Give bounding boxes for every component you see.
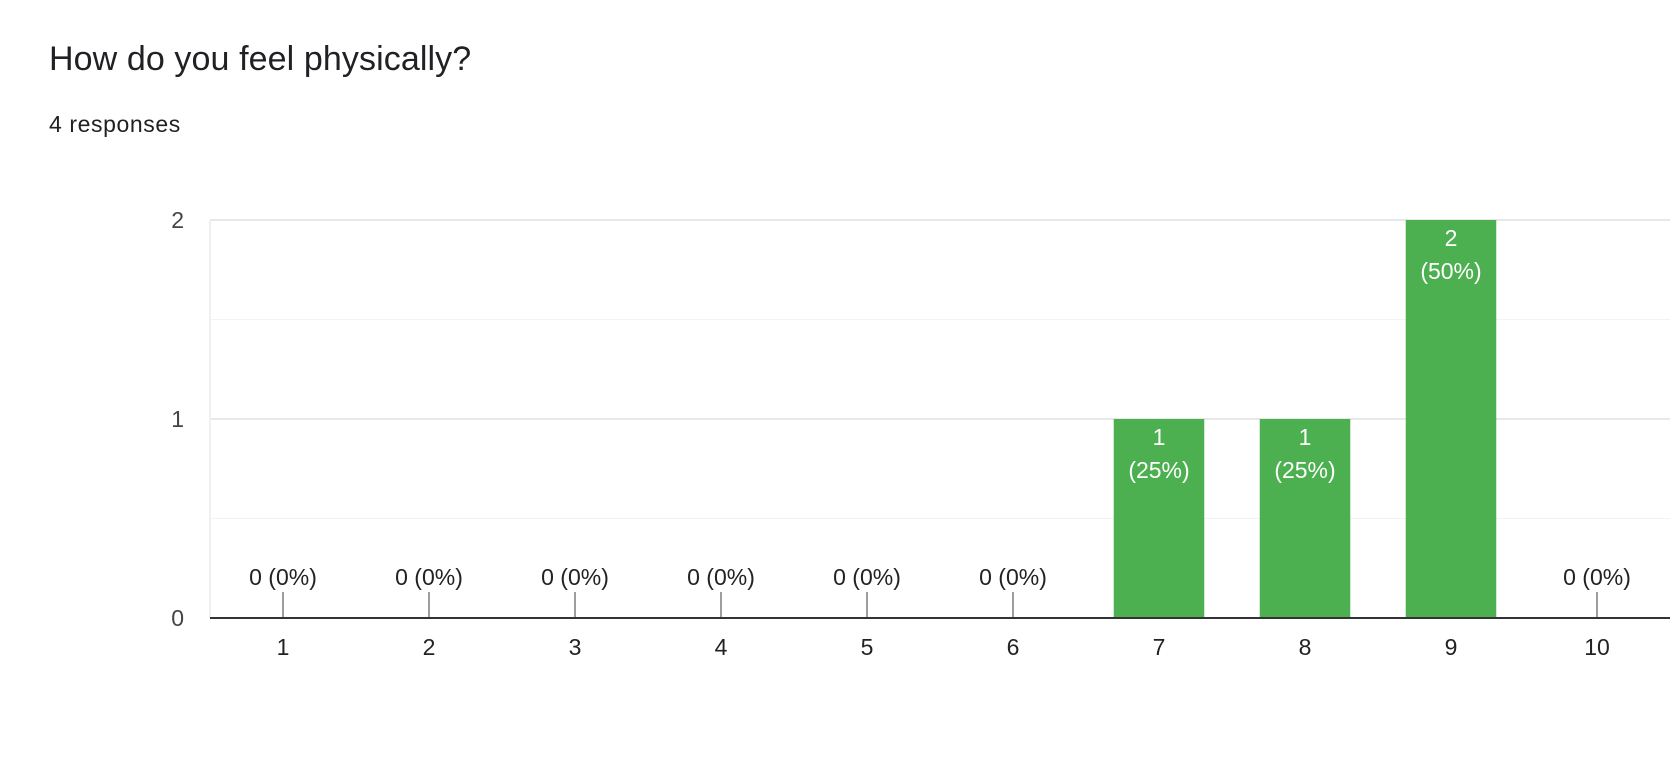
x-tick-label: 5 — [861, 634, 874, 660]
bar-percent-label: (25%) — [1128, 457, 1189, 483]
y-axis-ticks: 0 1 2 — [171, 207, 184, 631]
x-tick-label: 10 — [1584, 634, 1610, 660]
x-tick-label: 6 — [1007, 634, 1020, 660]
bar-value-label: 0 (0%) — [395, 564, 463, 590]
bar-value-label: 0 (0%) — [1563, 564, 1631, 590]
bar-percent-label: (25%) — [1274, 457, 1335, 483]
x-tick-label: 3 — [569, 634, 582, 660]
x-tick-label: 1 — [277, 634, 290, 660]
bars — [282, 220, 1598, 618]
x-tick-label: 4 — [715, 634, 728, 660]
bar-value-label: 0 (0%) — [249, 564, 317, 590]
bar-percent-label: (50%) — [1420, 258, 1481, 284]
x-tick-label: 9 — [1445, 634, 1458, 660]
x-tick-label: 8 — [1299, 634, 1312, 660]
bar[interactable] — [1405, 220, 1497, 618]
y-tick-label: 2 — [171, 207, 184, 233]
data-labels: 0 (0%) 0 (0%) 0 (0%) 0 (0%) 0 (0%) 0 (0%) 1 (25… — [249, 225, 1631, 590]
y-tick-label: 1 — [171, 406, 184, 432]
question-title: How do you feel physically? — [49, 40, 472, 78]
y-tick-label: 0 — [171, 605, 184, 631]
x-tick-label: 2 — [423, 634, 436, 660]
x-axis-ticks: 1 2 3 4 5 6 7 8 9 10 — [277, 634, 1610, 660]
bar-value-label: 0 (0%) — [833, 564, 901, 590]
bar[interactable] — [1113, 419, 1205, 618]
bar[interactable] — [1259, 419, 1351, 618]
x-tick-label: 7 — [1153, 634, 1166, 660]
bar-value-label: 1 — [1153, 424, 1166, 450]
bar-value-label: 2 — [1445, 225, 1458, 251]
bar-value-label: 1 — [1299, 424, 1312, 450]
bar-value-label: 0 (0%) — [979, 564, 1047, 590]
bar-value-label: 0 (0%) — [541, 564, 609, 590]
bar-value-label: 0 (0%) — [687, 564, 755, 590]
response-count: 4 responses — [49, 111, 181, 137]
